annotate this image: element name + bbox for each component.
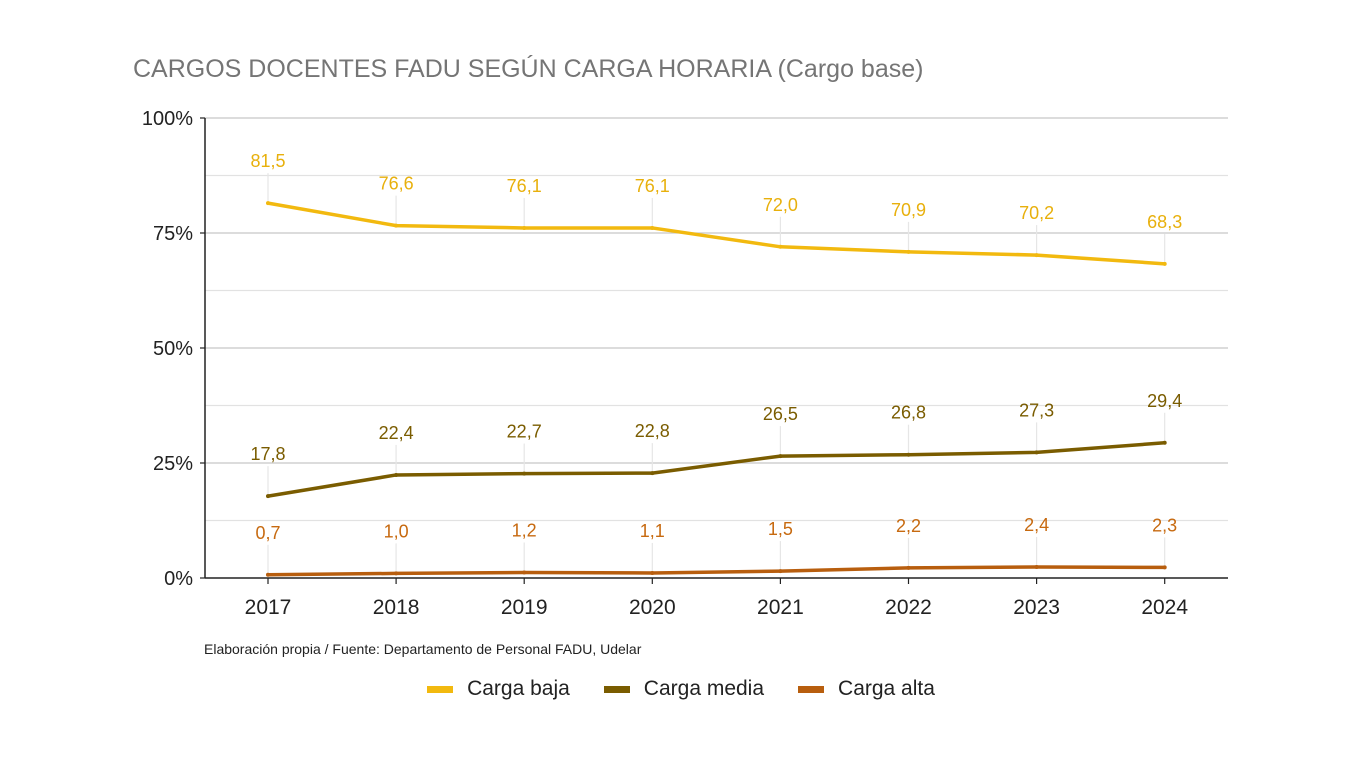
data-label-carga-media: 22,7 [507, 422, 542, 442]
data-point-carga-alta [650, 570, 655, 575]
legend-swatch-carga-baja [427, 685, 454, 693]
data-label-carga-baja: 72,0 [763, 195, 798, 215]
x-tick-label: 2019 [501, 596, 548, 619]
data-label-carga-media: 22,4 [379, 423, 414, 443]
data-point-carga-alta [394, 571, 399, 576]
data-point-carga-media [650, 471, 655, 476]
data-label-carga-alta: 0,7 [255, 523, 280, 543]
source-note: Elaboración propia / Fuente: Departament… [204, 641, 642, 657]
data-point-carga-baja [906, 249, 911, 254]
data-point-carga-media [1034, 450, 1039, 455]
data-point-carga-alta [266, 572, 270, 577]
data-point-carga-baja [1162, 261, 1167, 266]
data-point-carga-baja [778, 244, 783, 249]
data-point-carga-media [394, 472, 399, 477]
x-tick-label: 2020 [629, 596, 676, 619]
x-tick-label: 2021 [757, 596, 804, 619]
series-line-carga-baja [266, 201, 1167, 266]
legend: Carga baja Carga media Carga alta [0, 677, 1362, 701]
data-label-carga-media: 27,3 [1019, 400, 1054, 420]
data-label-carga-baja: 76,6 [379, 174, 414, 194]
legend-item-carga-baja[interactable]: Carga baja [427, 677, 570, 701]
legend-label-carga-media: Carga media [643, 677, 765, 700]
legend-label-carga-alta: Carga alta [838, 677, 935, 700]
data-point-carga-alta [1162, 565, 1167, 570]
data-label-carga-media: 26,5 [763, 404, 798, 424]
data-point-carga-baja [394, 223, 399, 228]
x-tick-label: 2022 [885, 596, 932, 619]
legend-label-carga-baja: Carga baja [467, 677, 570, 700]
data-point-carga-baja [1034, 253, 1039, 258]
data-label-carga-baja: 70,2 [1019, 203, 1054, 223]
data-label-carga-baja: 68,3 [1147, 212, 1182, 232]
data-label-carga-media: 26,8 [891, 403, 926, 423]
data-point-carga-baja [522, 225, 527, 230]
data-point-carga-alta [906, 565, 911, 570]
x-tick-label: 2017 [245, 596, 292, 619]
y-tick-label: 100% [142, 108, 193, 130]
legend-item-carga-media[interactable]: Carga media [603, 677, 765, 701]
data-point-carga-baja [650, 225, 655, 230]
y-tick-label: 25% [153, 453, 193, 475]
data-point-carga-alta [522, 570, 527, 575]
data-label-carga-media: 29,4 [1147, 391, 1182, 411]
data-point-carga-alta [778, 569, 783, 574]
data-label-carga-alta: 2,4 [1024, 515, 1049, 535]
data-point-carga-media [906, 452, 911, 457]
data-label-carga-alta: 1,5 [768, 519, 793, 539]
data-point-carga-baja [266, 201, 270, 206]
legend-item-carga-alta[interactable]: Carga alta [798, 677, 935, 701]
chart-title: CARGOS DOCENTES FADU SEGÚN CARGA HORARIA… [133, 55, 924, 83]
data-label-carga-baja: 76,1 [507, 176, 542, 196]
legend-swatch-carga-media [603, 685, 630, 693]
series-line-carga-media [266, 441, 1167, 498]
data-point-carga-media [266, 494, 270, 499]
data-point-carga-media [1162, 440, 1167, 445]
data-label-carga-baja: 70,9 [891, 200, 926, 220]
series-line-carga-alta [266, 565, 1167, 577]
y-tick-label: 0% [164, 568, 193, 590]
data-label-carga-media: 17,8 [250, 444, 285, 464]
data-label-carga-baja: 81,5 [250, 151, 285, 171]
y-tick-label: 75% [153, 223, 193, 245]
data-label-carga-alta: 1,0 [384, 521, 409, 541]
y-tick-label: 50% [153, 338, 193, 360]
legend-swatch-carga-alta [798, 685, 825, 693]
data-point-carga-media [522, 471, 527, 476]
x-tick-label: 2018 [373, 596, 420, 619]
data-label-carga-media: 22,8 [635, 421, 670, 441]
x-tick-label: 2023 [1013, 596, 1060, 619]
data-label-carga-alta: 2,2 [896, 516, 921, 536]
data-label-carga-baja: 76,1 [635, 176, 670, 196]
data-label-carga-alta: 1,2 [512, 520, 537, 540]
data-label-carga-alta: 2,3 [1152, 515, 1177, 535]
data-label-carga-alta: 1,1 [640, 521, 665, 541]
data-point-carga-alta [1034, 564, 1039, 569]
data-point-carga-media [778, 454, 783, 459]
x-tick-label: 2024 [1141, 596, 1188, 619]
